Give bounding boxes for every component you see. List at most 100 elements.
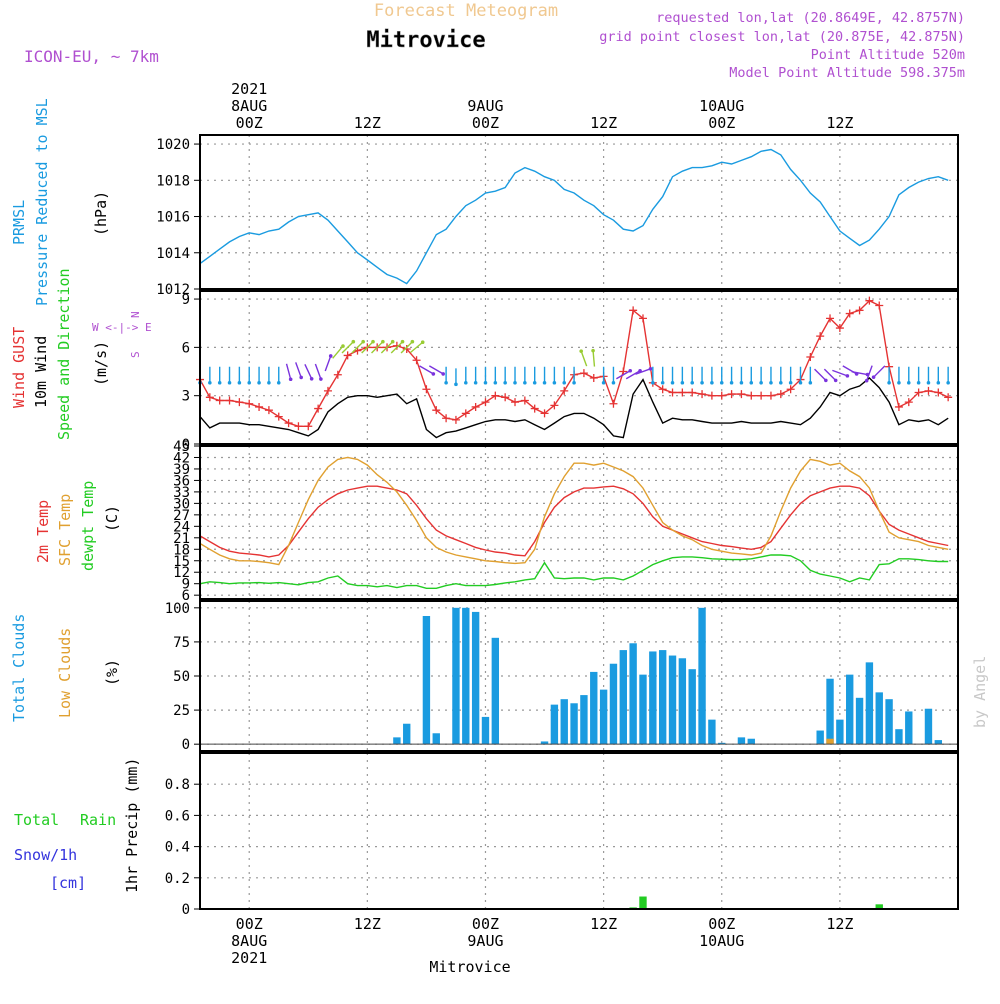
wind-arrow-head xyxy=(936,380,941,385)
gust-marker xyxy=(717,391,726,400)
gust-marker xyxy=(255,402,264,411)
wind-arrow xyxy=(926,366,931,385)
gust-marker xyxy=(264,406,273,415)
y-tick-label: 1016 xyxy=(156,210,190,226)
series-line-wind-gust xyxy=(199,299,949,427)
bar-total-clouds xyxy=(462,607,470,745)
wind-arrow-head xyxy=(845,374,850,378)
bar-total-clouds xyxy=(698,607,706,745)
wind-arrow xyxy=(572,366,576,385)
wind-arrow-head xyxy=(227,380,232,385)
precip-axis-label: 1hr Precip (mm) xyxy=(123,758,141,893)
wind-arrow xyxy=(823,368,838,383)
bar-total-clouds xyxy=(481,716,490,745)
wind-arrow xyxy=(332,344,345,359)
gust-marker xyxy=(294,422,303,431)
bar-total-clouds xyxy=(678,658,687,745)
y-tick-label: 21 xyxy=(173,531,190,547)
wind-arrow-head xyxy=(532,380,537,385)
gust-marker xyxy=(471,402,480,411)
wind-arrow xyxy=(361,339,375,354)
wind-arrow-head xyxy=(247,380,252,385)
pressure-label-prmsl: PRMSL xyxy=(10,200,28,245)
wind-arrow-head xyxy=(542,380,547,385)
bar-total-clouds xyxy=(599,689,608,745)
wind-arrow-head xyxy=(523,380,527,385)
wind-arrow-head xyxy=(824,378,828,383)
wind-arrow xyxy=(808,366,813,385)
wind-arrow xyxy=(887,366,891,385)
wind-arrow-head xyxy=(288,377,293,382)
bottom-time-label: 12Z xyxy=(590,915,617,933)
series-line-2m-temp xyxy=(199,485,949,558)
wind-arrow xyxy=(454,368,458,387)
gust-marker xyxy=(451,415,460,424)
wind-arrow xyxy=(670,366,675,385)
gust-marker xyxy=(491,391,500,400)
wind-arrow-head xyxy=(309,376,314,381)
wind-arrow-head xyxy=(276,380,281,385)
bar-total-clouds xyxy=(649,651,657,745)
wind-arrow xyxy=(936,366,941,385)
wind-arrow-head xyxy=(371,339,375,344)
wind-arrow xyxy=(739,366,744,385)
wind-arrow xyxy=(237,366,242,385)
bar-total-clouds xyxy=(836,719,844,745)
bottom-time-label: 00Z xyxy=(708,915,735,933)
wind-arrow-shaft xyxy=(341,341,354,354)
wind-arrow-head xyxy=(729,380,734,385)
y-tick-label: 100 xyxy=(165,601,190,617)
y-tick-label: 6 xyxy=(182,588,190,604)
wind-arrow xyxy=(276,366,281,385)
gust-marker xyxy=(658,385,667,394)
wind-arrow xyxy=(324,354,333,372)
y-tick-label: 27 xyxy=(173,508,190,524)
bar-total-rain xyxy=(639,896,647,909)
gust-marker xyxy=(560,386,569,395)
wind-arrow xyxy=(247,366,252,385)
bar-total-clouds xyxy=(639,674,647,745)
wind-arrow-shaft xyxy=(409,341,424,354)
wind-arrow-shaft xyxy=(304,363,313,380)
gust-marker xyxy=(579,369,588,378)
wind-arrow xyxy=(798,366,803,385)
wind-arrow xyxy=(788,366,793,385)
gust-marker xyxy=(904,398,913,407)
bar-total-clouds xyxy=(895,729,903,745)
bar-total-clouds xyxy=(560,699,568,745)
gust-marker xyxy=(520,396,529,405)
wind-arrow-head xyxy=(916,380,921,385)
top-time-label: 00Z xyxy=(708,114,735,132)
gust-marker xyxy=(511,398,520,407)
y-tick-label: 9 xyxy=(182,292,190,308)
wind-arrow-head xyxy=(897,380,901,385)
y-tick-label: 50 xyxy=(173,669,190,685)
wind-arrow xyxy=(710,366,714,385)
pressure-label-msl: Pressure Reduced to MSL xyxy=(33,98,51,306)
temp-dewpt-label: dewpt Temp xyxy=(79,481,97,571)
wind-arrow-shaft xyxy=(419,365,434,375)
bottom-time-label: 10AUG xyxy=(699,932,744,950)
wind-arrow-head xyxy=(420,340,425,345)
wind-arrow-head xyxy=(444,380,448,385)
bottom-time-label: 9AUG xyxy=(467,932,503,950)
wind-arrow-shaft xyxy=(832,369,848,377)
wind-arrow xyxy=(371,339,385,354)
gust-marker xyxy=(540,409,549,418)
y-tick-label: 9 xyxy=(182,577,190,593)
wind-arrow-head xyxy=(454,382,458,387)
top-time-label: 12Z xyxy=(354,114,381,132)
wind-arrow xyxy=(409,340,425,354)
wind-arrow-head xyxy=(361,339,365,344)
wind-arrow-head xyxy=(719,380,724,385)
wind-arrow-shaft xyxy=(635,368,651,375)
wind-arrow-head xyxy=(906,380,911,385)
wind-arrow-head xyxy=(257,380,261,385)
wind-arrow-head xyxy=(328,354,333,358)
y-tick-label: 6 xyxy=(182,340,190,356)
wind-arrow xyxy=(591,348,596,367)
gust-marker xyxy=(707,391,716,400)
y-tick-label: 1020 xyxy=(156,137,190,153)
wind-arrow xyxy=(871,365,886,379)
gust-marker xyxy=(215,396,224,405)
